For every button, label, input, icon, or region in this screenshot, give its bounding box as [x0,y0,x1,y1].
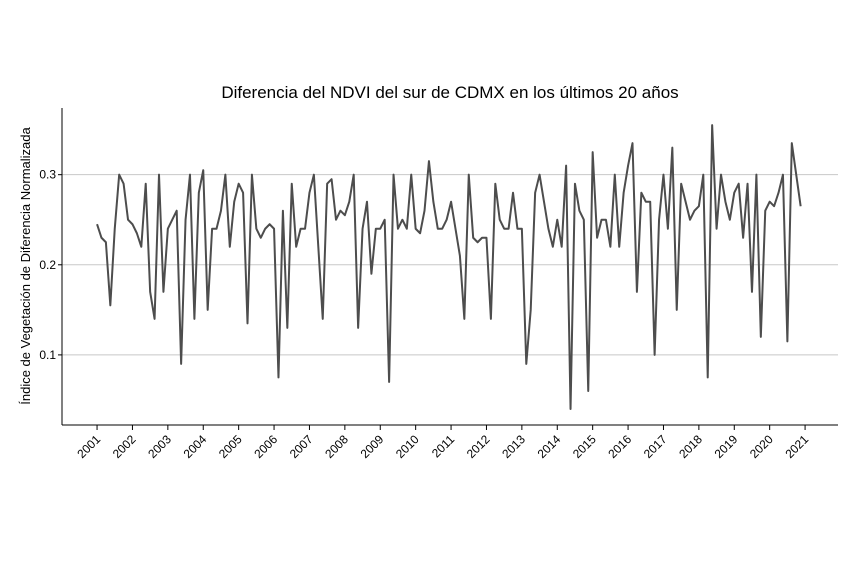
x-tick-label: 2011 [429,432,457,460]
x-tick-label: 2009 [358,432,387,461]
x-tick-label: 2008 [322,432,351,461]
y-axis-label: Índice de Vegetación de Diferencia Norma… [18,126,33,404]
y-tick-label: 0.3 [39,168,56,182]
y-tick-label: 0.1 [39,348,56,362]
x-tick-label: 2018 [676,432,705,461]
x-tick-label: 2005 [216,432,245,461]
chart-title: Diferencia del NDVI del sur de CDMX en l… [221,83,678,102]
x-tick-label: 2021 [782,432,811,461]
x-tick-label: 2013 [499,432,528,461]
x-tick-label: 2001 [74,432,103,461]
x-tick-label: 2017 [641,432,670,461]
x-tick-label: 2002 [110,432,139,461]
x-tick-label: 2004 [181,432,210,461]
x-tick-label: 2006 [251,432,280,461]
x-tick-label: 2012 [464,432,493,461]
y-tick-label: 0.2 [39,258,56,272]
x-tick-label: 2016 [605,432,634,461]
x-tick-label: 2010 [393,432,422,461]
data-line [96,124,802,410]
x-tick-label: 2020 [747,432,776,461]
x-tick-label: 2007 [287,432,316,461]
x-tick-label: 2019 [712,432,741,461]
x-tick-label: 2014 [535,432,564,461]
x-tick-label: 2003 [145,432,174,461]
x-tick-label: 2015 [570,432,599,461]
